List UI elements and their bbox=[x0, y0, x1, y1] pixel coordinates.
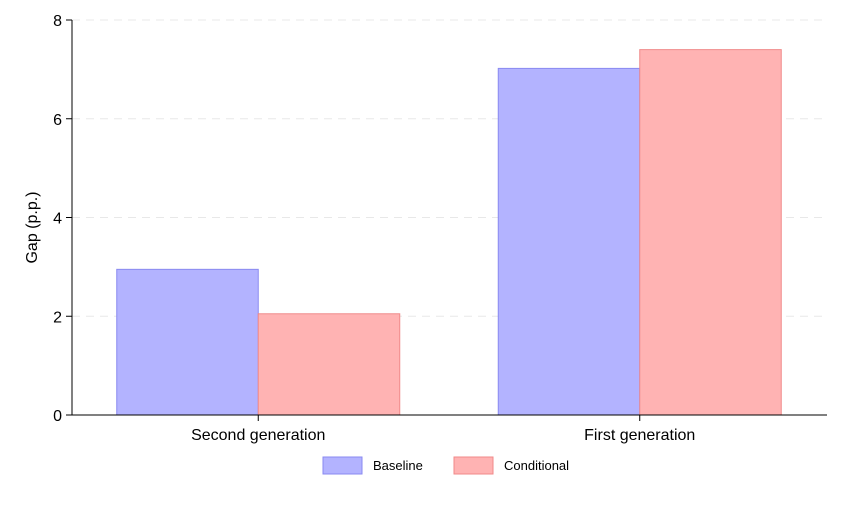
bar-baseline-2 bbox=[497, 67, 641, 416]
y-tick-label: 0 bbox=[53, 408, 62, 425]
legend-label-baseline: Baseline bbox=[373, 458, 423, 473]
legend-swatch-baseline bbox=[322, 456, 363, 475]
y-ticks: 0 2 4 6 8 bbox=[53, 13, 72, 425]
bar-conditional-1 bbox=[257, 313, 401, 416]
y-tick-label: 8 bbox=[53, 13, 62, 30]
x-tick-label: First generation bbox=[584, 427, 695, 444]
legend-swatch-conditional bbox=[453, 456, 494, 475]
x-ticks: Second generation First generation bbox=[191, 415, 695, 444]
bar-baseline-1 bbox=[116, 268, 259, 416]
y-tick-label: 6 bbox=[53, 112, 62, 129]
legend: Baseline Conditional bbox=[322, 456, 569, 475]
x-tick-label: Second generation bbox=[191, 427, 325, 444]
bars bbox=[116, 49, 782, 416]
y-tick-label: 4 bbox=[53, 211, 62, 228]
y-axis-title: Gap (p.p.) bbox=[24, 191, 41, 263]
y-tick-label: 2 bbox=[53, 309, 62, 326]
legend-label-conditional: Conditional bbox=[504, 458, 569, 473]
bar-conditional-2 bbox=[639, 49, 782, 416]
